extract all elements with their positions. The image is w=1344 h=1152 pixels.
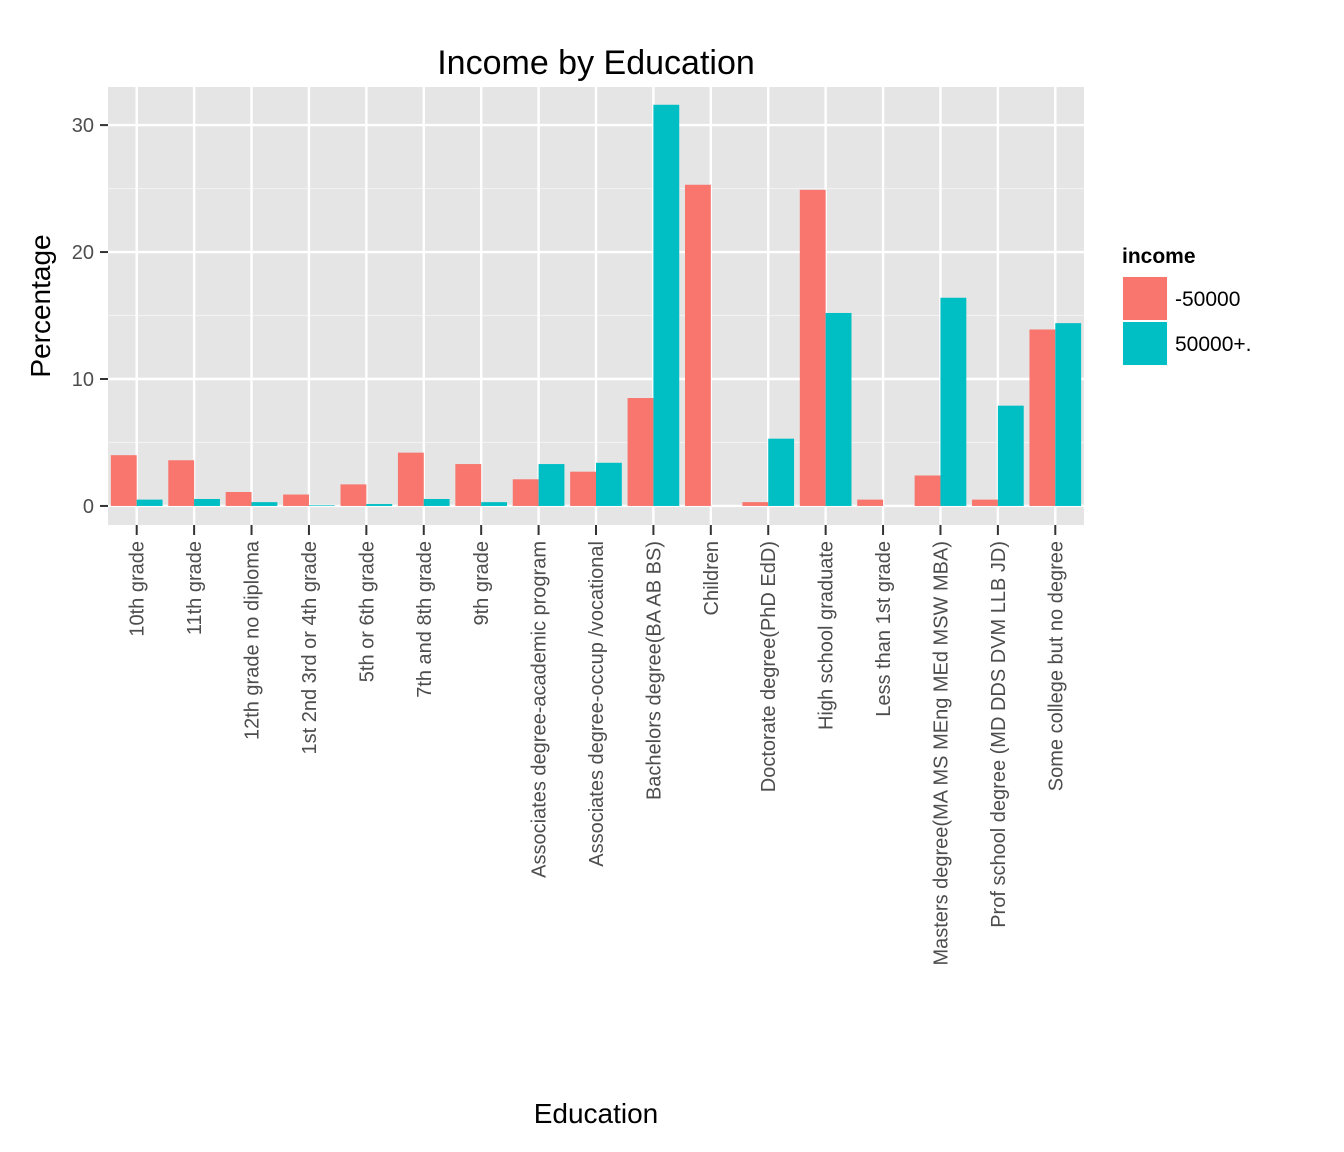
y-axis: 0 10 20 30 bbox=[72, 115, 108, 518]
legend-swatch bbox=[1123, 322, 1167, 365]
y-axis-title: Percentage bbox=[25, 234, 56, 377]
x-tick-label: Some college but no degree bbox=[1045, 541, 1067, 791]
bar-high-income bbox=[194, 498, 220, 506]
bar-low-income bbox=[570, 471, 596, 506]
bar-high-income bbox=[538, 464, 565, 506]
bar-low-income bbox=[512, 479, 539, 506]
bar-high-income bbox=[366, 504, 393, 506]
legend-label: -50000 bbox=[1175, 288, 1240, 311]
bar-low-income bbox=[972, 499, 998, 506]
bar-low-income bbox=[799, 189, 826, 506]
x-axis: 10th grade 11th grade 12th grade no diplom… bbox=[127, 525, 1067, 966]
x-tick-label: Doctorate degree(PhD EdD) bbox=[758, 541, 780, 792]
x-tick-label: 7th and 8th grade bbox=[414, 541, 436, 698]
x-tick-label: High school graduate bbox=[816, 541, 838, 730]
x-tick-label: Associates degree-occup /vocational bbox=[586, 541, 608, 867]
legend-label: 50000+. bbox=[1175, 333, 1252, 356]
x-axis-title: Education bbox=[534, 1098, 659, 1129]
x-tick-label: Children bbox=[701, 541, 723, 615]
legend-title: income bbox=[1122, 245, 1196, 268]
bar-low-income bbox=[914, 475, 941, 506]
bar-high-income bbox=[423, 498, 450, 506]
y-tick-label: 30 bbox=[72, 115, 94, 137]
chart-title: Income by Education bbox=[437, 44, 755, 82]
bar-high-income bbox=[596, 462, 622, 506]
bar-low-income bbox=[627, 398, 654, 506]
x-tick-label: Bachelors degree(BA AB BS) bbox=[643, 541, 665, 800]
bar-high-income bbox=[1055, 323, 1082, 506]
bar-low-income bbox=[110, 455, 137, 506]
x-tick-label: 12th grade no diploma bbox=[242, 540, 264, 740]
bars bbox=[110, 104, 1082, 506]
bar-low-income bbox=[168, 460, 195, 506]
x-tick-label: 10th grade bbox=[127, 541, 149, 637]
y-tick-label: 0 bbox=[83, 496, 94, 518]
bar-low-income bbox=[742, 502, 769, 506]
bar-high-income bbox=[653, 104, 680, 506]
bar-high-income bbox=[997, 405, 1024, 506]
bar-high-income bbox=[940, 297, 967, 506]
bar-low-income bbox=[857, 499, 884, 506]
bar-high-income bbox=[308, 505, 335, 506]
x-tick-label: 5th or 6th grade bbox=[356, 541, 378, 682]
bar-low-income bbox=[283, 494, 309, 506]
x-tick-label: Masters degree(MA MS MEng MEd MSW MBA) bbox=[930, 541, 952, 966]
bar-high-income bbox=[481, 502, 508, 506]
bar-high-income bbox=[768, 438, 795, 506]
bar-high-income bbox=[251, 502, 278, 506]
legend: income -50000 50000+. bbox=[1121, 245, 1252, 367]
bar-low-income bbox=[225, 491, 252, 506]
bar-low-income bbox=[684, 184, 711, 506]
x-tick-label: Associates degree-academic program bbox=[529, 541, 551, 878]
bar-low-income bbox=[1029, 329, 1056, 506]
x-tick-label: 9th grade bbox=[471, 541, 493, 626]
x-tick-label: 1st 2nd 3rd or 4th grade bbox=[299, 541, 321, 754]
legend-swatch bbox=[1123, 277, 1167, 320]
bar-high-income bbox=[825, 312, 852, 506]
x-tick-label: Prof school degree (MD DDS DVM LLB JD) bbox=[988, 541, 1010, 928]
bar-low-income bbox=[397, 452, 424, 506]
bar-low-income bbox=[455, 464, 482, 506]
x-tick-label: Less than 1st grade bbox=[873, 541, 895, 717]
y-tick-label: 20 bbox=[72, 242, 94, 264]
bar-low-income bbox=[340, 484, 367, 506]
x-tick-label: 11th grade bbox=[184, 541, 206, 635]
y-tick-label: 10 bbox=[72, 369, 94, 391]
bar-high-income bbox=[136, 499, 163, 506]
